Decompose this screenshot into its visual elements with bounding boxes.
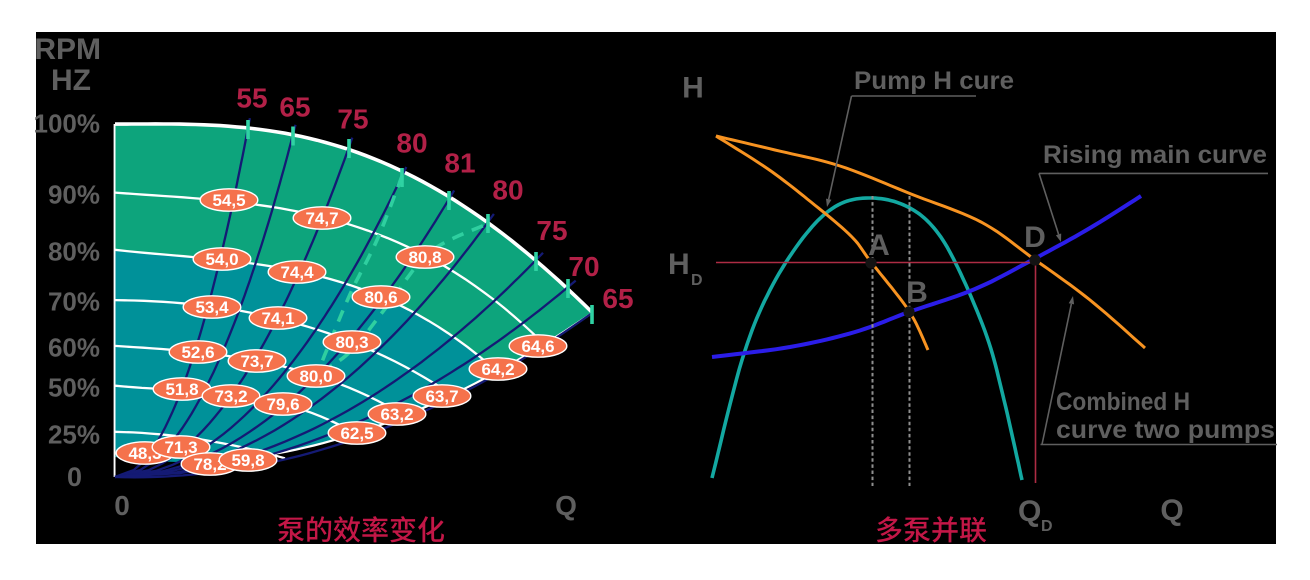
svg-text:D: D [1024,221,1046,254]
svg-text:62,5: 62,5 [340,424,373,443]
svg-text:A: A [868,229,890,262]
svg-text:HZ: HZ [51,64,91,97]
svg-text:80,0: 80,0 [299,367,332,386]
svg-text:51,8: 51,8 [165,380,198,399]
svg-text:80: 80 [492,175,523,206]
svg-text:90%: 90% [48,180,100,210]
svg-text:63,2: 63,2 [380,405,413,424]
svg-text:Combined H: Combined H [1056,388,1190,416]
svg-text:75: 75 [337,104,368,135]
svg-text:Pump H cure: Pump H cure [854,67,1014,95]
svg-text:54,5: 54,5 [212,191,245,210]
svg-text:70: 70 [568,251,599,282]
svg-text:Rising main curve: Rising main curve [1043,141,1267,169]
svg-text:80,8: 80,8 [408,248,441,267]
svg-text:55: 55 [236,83,267,114]
svg-text:80: 80 [396,128,427,159]
svg-text:0: 0 [67,462,82,492]
svg-text:59,8: 59,8 [231,451,264,470]
svg-text:74,7: 74,7 [305,209,338,228]
svg-text:RPM: RPM [34,33,101,66]
svg-text:65: 65 [602,283,633,314]
svg-text:79,6: 79,6 [266,395,299,414]
svg-text:H: H [682,72,704,105]
svg-text:80,6: 80,6 [364,288,397,307]
svg-text:D: D [1041,518,1053,535]
svg-text:25%: 25% [48,420,100,450]
svg-text:50%: 50% [48,373,100,403]
svg-text:70%: 70% [48,287,100,317]
svg-text:B: B [906,276,928,309]
svg-text:H: H [668,248,690,281]
svg-text:Q: Q [555,490,577,521]
svg-text:80%: 80% [48,237,100,267]
svg-text:60%: 60% [48,333,100,363]
svg-text:Q: Q [1018,495,1041,528]
svg-text:D: D [691,272,703,289]
svg-text:52,6: 52,6 [181,343,214,362]
svg-text:Q: Q [1160,494,1183,527]
svg-text:78,2: 78,2 [193,455,226,474]
svg-text:100%: 100% [34,109,101,139]
svg-text:75: 75 [536,215,567,246]
svg-text:74,1: 74,1 [261,309,294,328]
svg-text:63,7: 63,7 [425,387,458,406]
svg-text:65: 65 [279,92,310,123]
svg-text:64,2: 64,2 [481,360,514,379]
svg-text:64,6: 64,6 [521,337,554,356]
svg-text:74,4: 74,4 [280,263,314,282]
svg-text:71,3: 71,3 [164,438,197,457]
svg-text:0: 0 [114,490,130,521]
svg-text:80,3: 80,3 [335,333,368,352]
svg-text:54,0: 54,0 [205,250,238,269]
svg-text:73,2: 73,2 [214,387,247,406]
svg-text:53,4: 53,4 [195,298,229,317]
svg-text:curve two pumps: curve two pumps [1056,416,1275,444]
svg-text:73,7: 73,7 [240,352,273,371]
svg-text:81: 81 [444,148,475,179]
